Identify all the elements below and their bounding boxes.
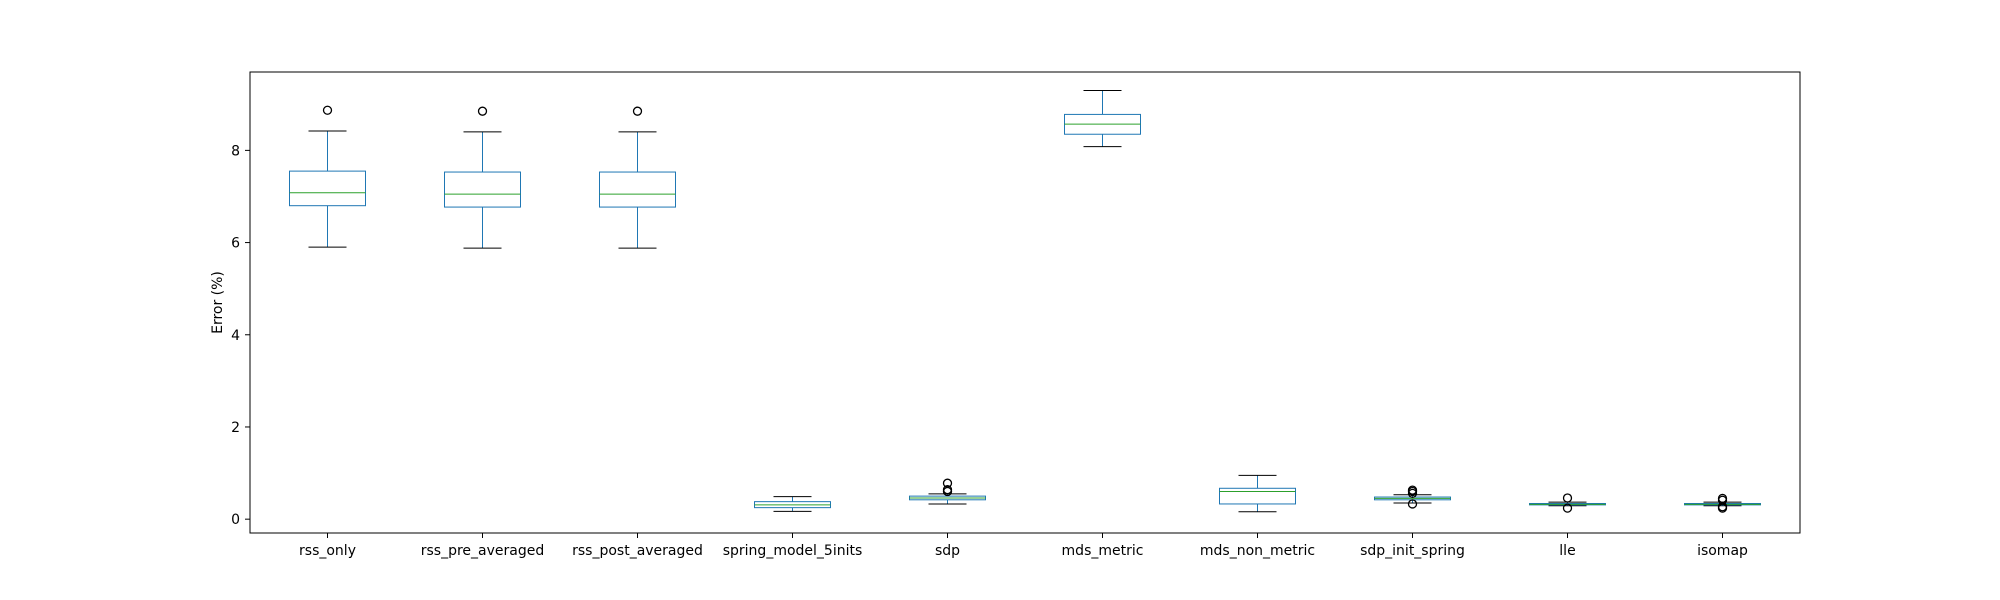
box-sdp — [909, 478, 986, 505]
flier-point — [477, 106, 488, 116]
box-mds_non_metric — [1219, 474, 1296, 513]
y-tick-label: 4 — [231, 328, 240, 344]
x-tick-label: rss_post_averaged — [572, 543, 703, 559]
x-axis: rss_only rss_pre_averaged rss_post_average… — [299, 533, 1748, 559]
axes-frame — [249, 71, 1801, 534]
y-tick-label: 8 — [231, 143, 240, 159]
flier-point — [942, 478, 953, 488]
flier-point — [1717, 493, 1728, 504]
flier-point — [322, 105, 333, 115]
box-rss_only — [289, 105, 366, 248]
box-rss_pre_averaged — [444, 106, 521, 249]
x-tick-label: isomap — [1697, 543, 1748, 559]
y-tick-label: 0 — [231, 512, 240, 528]
x-tick-label: mds_metric — [1062, 543, 1144, 559]
x-tick-label: mds_non_metric — [1200, 543, 1315, 559]
y-axis-label: Error (%) — [210, 271, 226, 334]
y-axis: 0 2 4 6 8 — [231, 143, 250, 528]
flier-point — [1407, 499, 1418, 509]
x-tick-label: sdp — [935, 543, 960, 559]
iqr-box — [599, 171, 676, 208]
y-tick-label: 6 — [231, 236, 240, 252]
flier-point — [942, 485, 953, 495]
x-tick-label: sdp_init_spring — [1360, 543, 1465, 559]
box-sdp_init_spring — [1374, 485, 1451, 509]
box-lle — [1529, 493, 1606, 513]
box-mds_metric — [1064, 89, 1141, 148]
x-tick-label: spring_model_5inits — [723, 543, 863, 559]
iqr-box — [289, 170, 366, 207]
flier-point — [1562, 493, 1573, 503]
box-isomap — [1684, 493, 1761, 513]
x-tick-label: rss_pre_averaged — [421, 543, 545, 559]
flier-point — [632, 106, 643, 116]
box-rss_post_averaged — [599, 106, 676, 249]
box-spring_model_5inits — [754, 496, 831, 512]
flier-point — [1562, 503, 1573, 513]
iqr-box — [444, 171, 521, 208]
iqr-box — [1219, 487, 1296, 505]
flier-point — [1407, 485, 1418, 495]
plot-area — [289, 89, 1761, 513]
x-tick-label: rss_only — [299, 543, 356, 559]
x-tick-label: lle — [1559, 543, 1575, 559]
y-tick-label: 2 — [231, 420, 240, 436]
